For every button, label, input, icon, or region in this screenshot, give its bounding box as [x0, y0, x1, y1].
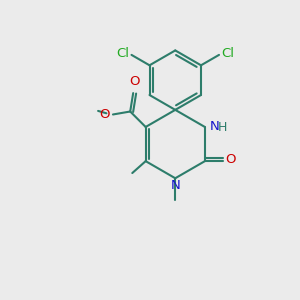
Text: O: O — [99, 108, 110, 121]
Text: Cl: Cl — [221, 47, 234, 60]
Text: N: N — [170, 179, 180, 192]
Text: Cl: Cl — [117, 47, 130, 60]
Text: N: N — [210, 121, 219, 134]
Text: O: O — [129, 75, 140, 88]
Text: H: H — [218, 121, 227, 134]
Text: O: O — [226, 153, 236, 166]
